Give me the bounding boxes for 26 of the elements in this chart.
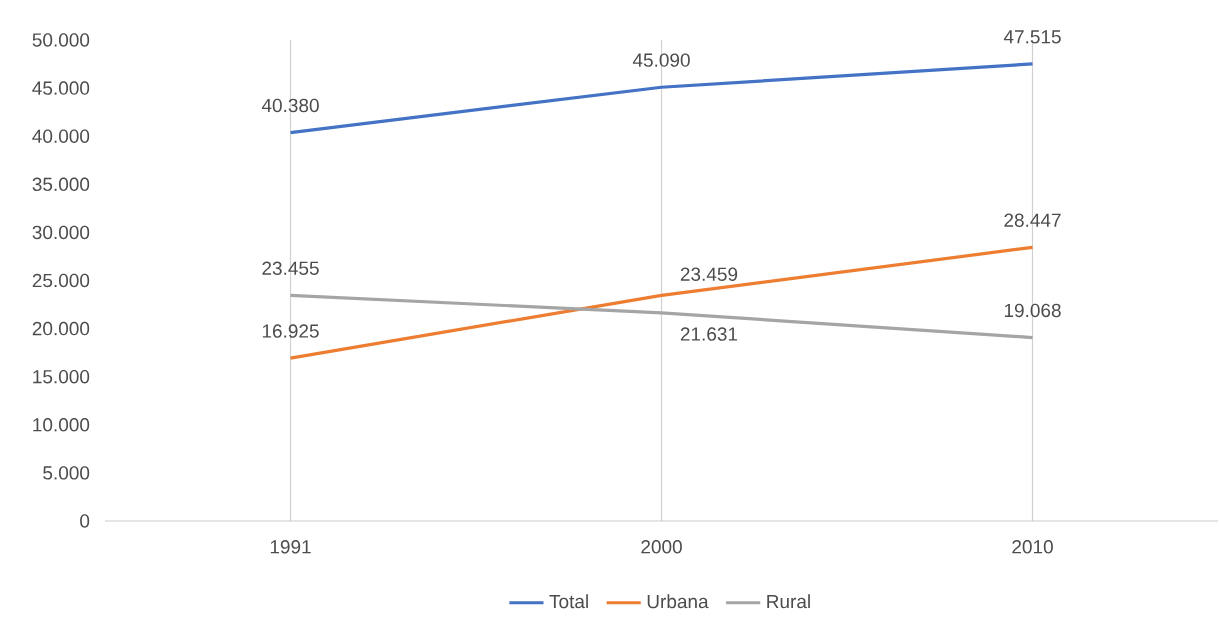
x-tick-label: 2000 bbox=[641, 540, 682, 554]
data-label: 16.925 bbox=[262, 324, 319, 338]
data-label: 47.515 bbox=[1003, 30, 1061, 44]
data-label: 23.455 bbox=[262, 261, 319, 275]
legend-label: Urbana bbox=[647, 594, 709, 609]
y-tick-label: 10.000 bbox=[33, 418, 90, 432]
data-label: 21.631 bbox=[680, 327, 738, 341]
data-label: 40.380 bbox=[261, 98, 319, 113]
y-tick-label: 25.000 bbox=[32, 273, 90, 288]
data-label: 45.090 bbox=[632, 53, 690, 67]
data-label: 23.459 bbox=[680, 267, 738, 281]
y-tick-label: 15.000 bbox=[33, 369, 90, 384]
y-tick-label: 45.000 bbox=[32, 81, 90, 95]
y-tick-label: 20.000 bbox=[32, 321, 90, 336]
y-tick-label: 50.000 bbox=[32, 33, 90, 47]
data-label: 28.447 bbox=[1004, 213, 1061, 227]
y-tick-label: 30.000 bbox=[32, 225, 90, 240]
legend-label: Total bbox=[549, 594, 588, 609]
y-tick-label: 0 bbox=[80, 514, 90, 528]
y-tick-label: 35.000 bbox=[32, 177, 90, 191]
x-tick-label: 2010 bbox=[1012, 540, 1053, 554]
y-tick-label: 40.000 bbox=[32, 129, 90, 143]
y-tick-label: 5.000 bbox=[43, 466, 90, 480]
x-tick-label: 1991 bbox=[270, 540, 311, 554]
legend-label: Rural bbox=[767, 594, 810, 609]
data-label: 19.068 bbox=[1004, 303, 1061, 318]
